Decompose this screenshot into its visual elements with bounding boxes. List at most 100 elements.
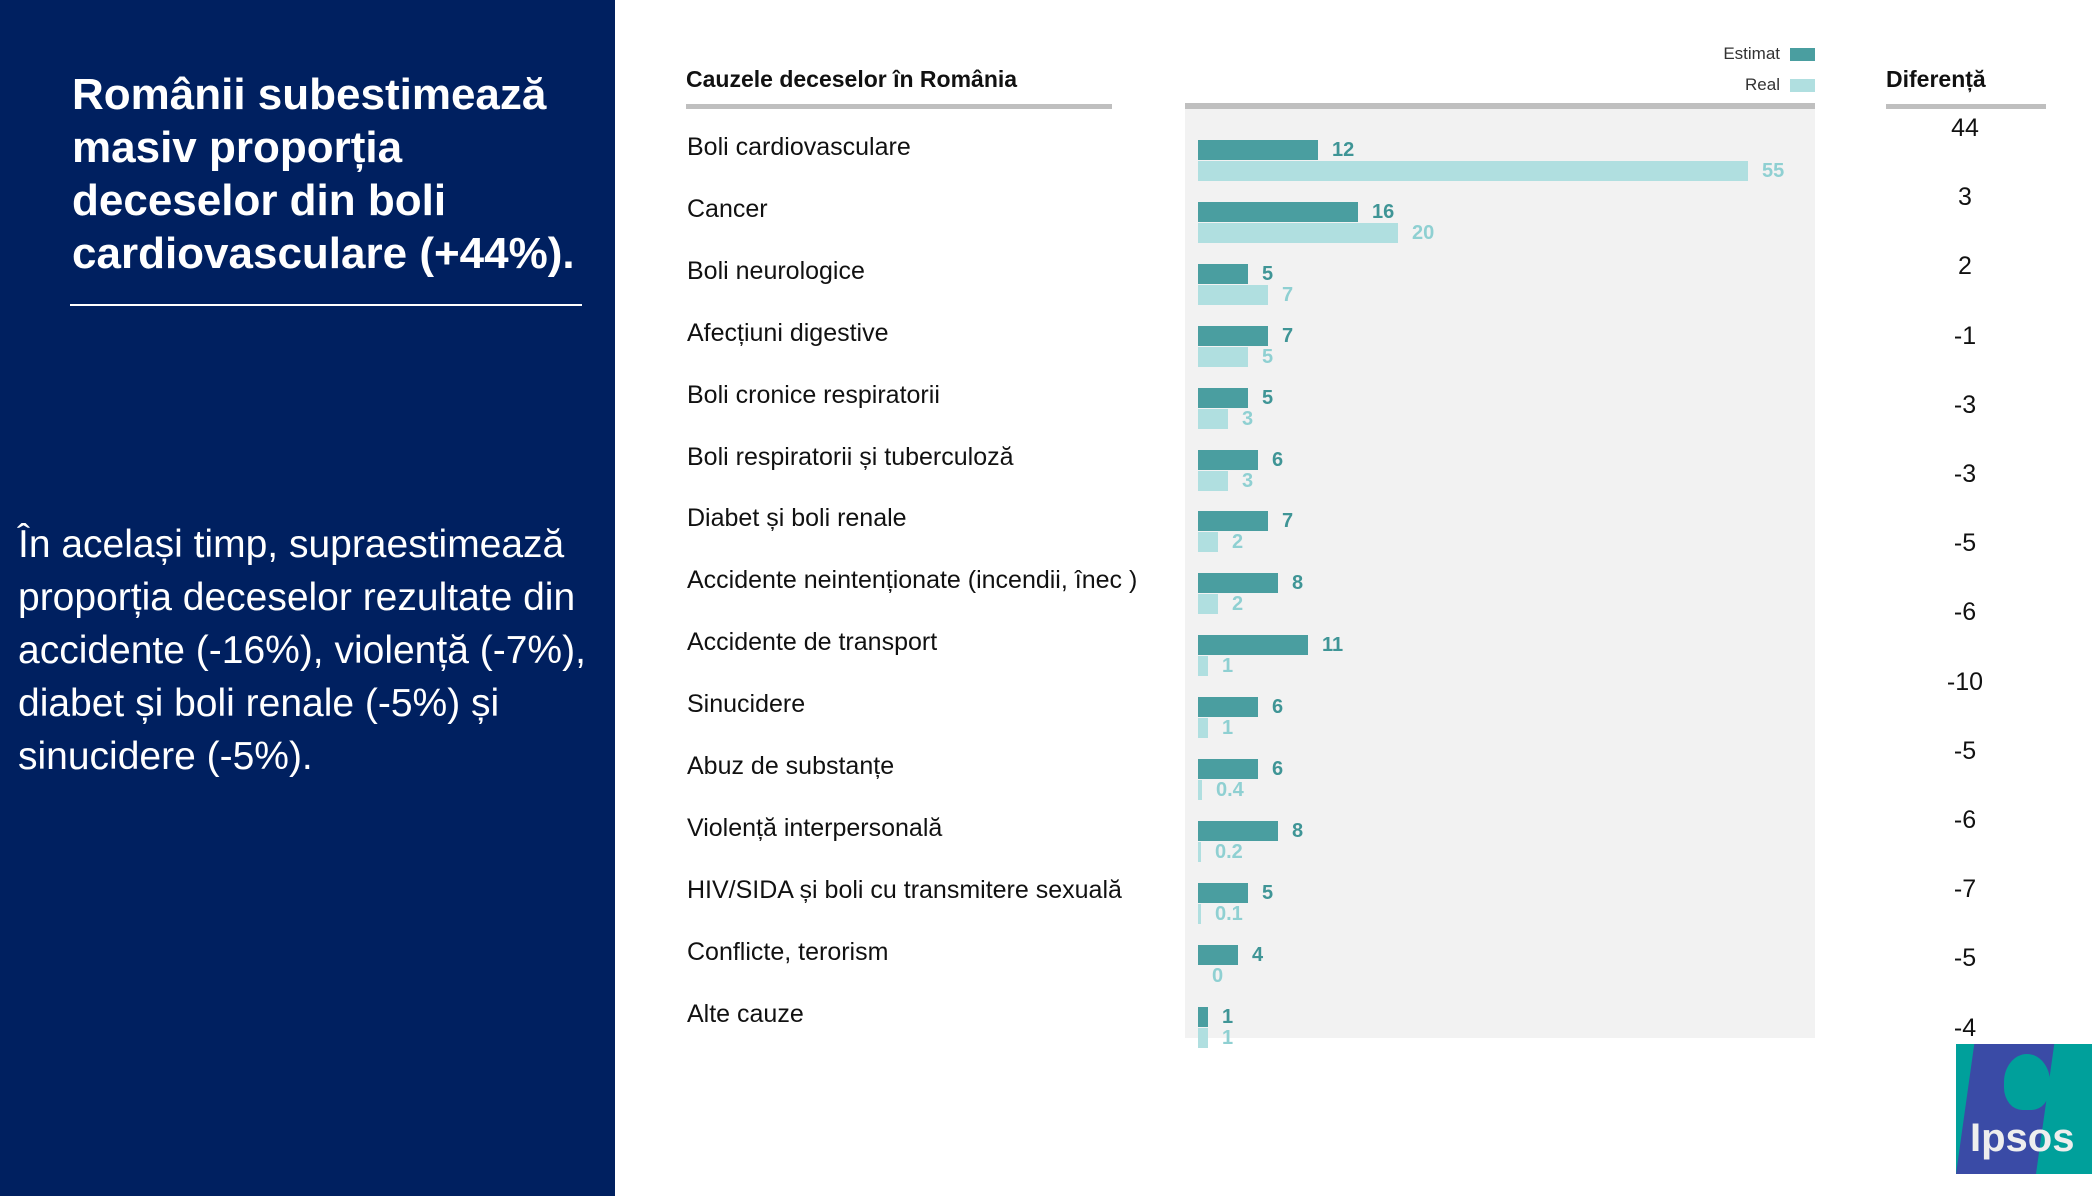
category-label: Diabet și boli renale <box>687 504 907 533</box>
value-label-estimat: 6 <box>1272 758 1284 780</box>
value-label-estimat: 5 <box>1262 386 1274 409</box>
category-label: Afecțiuni digestive <box>687 318 889 347</box>
bar-real <box>1198 594 1218 615</box>
bar-real <box>1198 656 1208 677</box>
difference-value: 44 <box>1951 114 1979 142</box>
category-label: Boli cardiovasculare <box>687 133 911 161</box>
difference-value: -6 <box>1953 806 1977 834</box>
value-label-estimat: 5 <box>1262 881 1274 904</box>
chart-plot-area <box>1185 103 1815 1038</box>
bar-real <box>1198 408 1228 429</box>
category-label: Violență interpersonală <box>687 813 943 842</box>
difference-value: -4 <box>1953 1013 1977 1042</box>
value-label-estimat: 12 <box>1332 139 1355 161</box>
legend-label: Estimat <box>1723 44 1780 63</box>
difference-value: -6 <box>1953 598 1977 627</box>
value-label-estimat: 16 <box>1372 200 1395 223</box>
chart-title-divider <box>686 104 1112 109</box>
bar-real <box>1198 1027 1208 1048</box>
value-label-estimat: 7 <box>1282 324 1294 347</box>
bar-estimat <box>1198 944 1238 965</box>
legend-swatch <box>1790 47 1815 61</box>
bar-real <box>1198 284 1268 305</box>
legend-label: Real <box>1745 75 1780 94</box>
bar-estimat <box>1198 759 1258 779</box>
bar-estimat <box>1198 449 1258 470</box>
value-label-real: 5 <box>1262 345 1274 368</box>
value-label-real: 3 <box>1242 407 1254 430</box>
category-label: HIV/SIDA și boli cu transmitere sexuală <box>687 875 1122 904</box>
value-label-estimat: 11 <box>1322 634 1344 657</box>
difference-value: -10 <box>1946 667 1984 696</box>
value-label-estimat: 5 <box>1262 262 1274 285</box>
category-label: Conflicte, terorism <box>687 937 889 966</box>
value-label-real: 20 <box>1412 221 1435 244</box>
difference-value: -3 <box>1953 390 1977 419</box>
bar-real <box>1198 222 1398 243</box>
legend-swatch <box>1790 78 1815 92</box>
category-label: Accidente neintenționate (incendii, înec… <box>687 566 1138 595</box>
category-label: Boli cronice respiratorii <box>687 380 940 409</box>
bar-real <box>1198 780 1202 800</box>
chart-title: Cauzele deceselor în România <box>686 66 1018 92</box>
value-label-real: 0.1 <box>1215 902 1243 925</box>
summary-text: În același timp, supraestimează proporți… <box>18 523 586 778</box>
difference-header: Diferență <box>1886 66 1986 92</box>
bar-real <box>1198 718 1208 739</box>
bar-real <box>1198 841 1201 862</box>
bar-real <box>1198 903 1201 924</box>
bar-estimat <box>1198 635 1308 656</box>
summary-panel: Românii subestimează masiv proporția dec… <box>0 0 615 1196</box>
bar-estimat <box>1198 140 1318 160</box>
value-label-real: 2 <box>1232 531 1244 554</box>
value-label-real: 1 <box>1222 655 1234 678</box>
bar-estimat <box>1198 573 1278 594</box>
value-label-real: 0.4 <box>1216 779 1244 801</box>
category-label: Boli respiratorii și tuberculoză <box>687 442 1014 471</box>
value-label-estimat: 8 <box>1292 819 1304 842</box>
value-label-real: 55 <box>1762 160 1785 182</box>
bar-real <box>1198 470 1228 491</box>
bar-estimat <box>1198 263 1248 284</box>
category-label: Sinucidere <box>687 690 806 719</box>
category-label: Alte cauze <box>687 999 804 1028</box>
difference-value: -7 <box>1953 875 1977 904</box>
value-label-real: 1 <box>1222 717 1234 740</box>
bar-real <box>1198 532 1218 553</box>
value-label-estimat: 6 <box>1272 448 1284 471</box>
bar-estimat <box>1198 325 1268 346</box>
value-label-real: 0.2 <box>1215 840 1243 863</box>
category-label: Abuz de substanțe <box>687 752 895 780</box>
value-label-real: 1 <box>1222 1026 1234 1049</box>
category-label: Boli neurologice <box>687 256 865 285</box>
value-label-real: 7 <box>1282 283 1294 306</box>
value-label-estimat: 6 <box>1272 696 1284 719</box>
bar-estimat <box>1198 201 1358 222</box>
bar-estimat <box>1198 511 1268 532</box>
difference-value: 3 <box>1958 183 1972 212</box>
legend-real: Real <box>1745 75 1815 95</box>
value-label-real: 3 <box>1242 469 1254 492</box>
difference-value: -3 <box>1953 460 1977 488</box>
bar-estimat <box>1198 697 1258 718</box>
difference-value: -5 <box>1953 944 1977 973</box>
category-label: Cancer <box>687 194 768 223</box>
bar-estimat <box>1198 1006 1208 1027</box>
value-label-estimat: 1 <box>1222 1005 1234 1028</box>
bar-estimat <box>1198 820 1278 841</box>
bar-estimat <box>1198 387 1248 408</box>
difference-value: -1 <box>1953 321 1977 350</box>
difference-value: 2 <box>1958 252 1972 281</box>
ipsos-logo: Ipsos <box>1956 1044 2092 1174</box>
value-label-estimat: 8 <box>1292 572 1304 595</box>
bar-real <box>1198 161 1748 181</box>
difference-divider <box>1886 104 2046 109</box>
difference-value: -5 <box>1953 529 1977 558</box>
title-divider <box>70 304 582 306</box>
value-label-estimat: 4 <box>1252 943 1264 966</box>
value-label-real: 2 <box>1232 593 1244 616</box>
value-label-estimat: 7 <box>1282 510 1294 533</box>
category-label: Accidente de transport <box>687 628 938 657</box>
bar-real <box>1198 346 1248 367</box>
value-label-real: 0 <box>1212 964 1224 987</box>
